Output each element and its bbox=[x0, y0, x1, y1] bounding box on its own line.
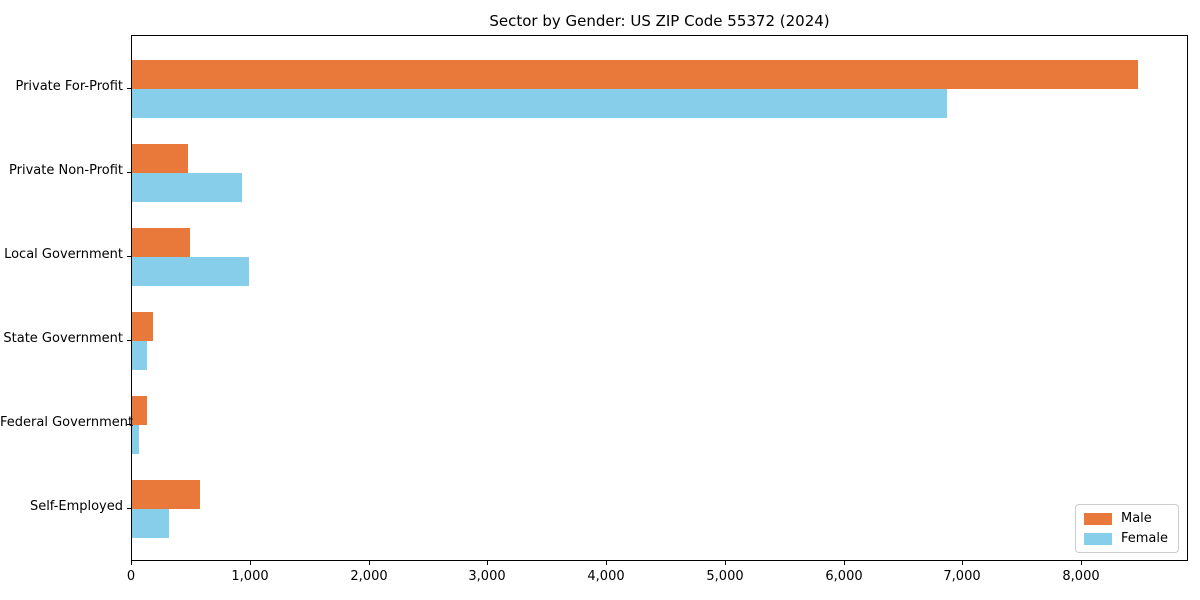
x-tick-2 bbox=[369, 561, 370, 565]
legend-label-male: Male bbox=[1120, 511, 1152, 526]
x-tick-label-7: 7,000 bbox=[943, 569, 981, 584]
x-tick-label-6: 6,000 bbox=[825, 569, 863, 584]
bar-female-0 bbox=[132, 89, 947, 118]
bar-female-4 bbox=[132, 425, 139, 454]
bar-male-1 bbox=[132, 144, 188, 173]
y-tick-5 bbox=[127, 508, 131, 509]
plot-area: Male Female bbox=[131, 35, 1188, 561]
legend-item-male: Male bbox=[1083, 511, 1168, 526]
x-tick-8 bbox=[1081, 561, 1082, 565]
bar-female-2 bbox=[132, 257, 249, 286]
x-tick-7 bbox=[962, 561, 963, 565]
y-tick-4 bbox=[127, 424, 131, 425]
y-tick-1 bbox=[127, 172, 131, 173]
legend: Male Female bbox=[1074, 504, 1179, 553]
x-tick-4 bbox=[606, 561, 607, 565]
bar-female-1 bbox=[132, 173, 242, 202]
bar-male-0 bbox=[132, 60, 1138, 89]
legend-item-female: Female bbox=[1083, 531, 1168, 546]
bar-male-2 bbox=[132, 228, 190, 257]
legend-label-female: Female bbox=[1120, 531, 1168, 546]
x-tick-label-3: 3,000 bbox=[468, 569, 506, 584]
female-swatch-icon bbox=[1083, 532, 1112, 545]
y-tick-2 bbox=[127, 256, 131, 257]
x-tick-0 bbox=[131, 561, 132, 565]
x-tick-label-2: 2,000 bbox=[350, 569, 388, 584]
male-swatch-icon bbox=[1083, 512, 1112, 525]
x-tick-6 bbox=[844, 561, 845, 565]
x-tick-label-0: 0 bbox=[126, 569, 136, 584]
bar-female-5 bbox=[132, 509, 169, 538]
y-tick-label-2: Local Government bbox=[4, 247, 123, 262]
y-tick-label-5: Self-Employed bbox=[29, 499, 123, 514]
x-tick-5 bbox=[725, 561, 726, 565]
x-tick-3 bbox=[487, 561, 488, 565]
y-tick-label-4: Federal Government bbox=[0, 415, 134, 430]
y-tick-3 bbox=[127, 340, 131, 341]
bar-male-4 bbox=[132, 396, 147, 425]
bar-male-5 bbox=[132, 480, 200, 509]
bar-male-3 bbox=[132, 312, 153, 341]
x-tick-label-1: 1,000 bbox=[231, 569, 269, 584]
x-tick-label-5: 5,000 bbox=[706, 569, 744, 584]
bar-female-3 bbox=[132, 341, 147, 370]
x-tick-label-4: 4,000 bbox=[587, 569, 625, 584]
x-tick-1 bbox=[250, 561, 251, 565]
y-tick-label-0: Private For-Profit bbox=[15, 79, 123, 94]
y-tick-0 bbox=[127, 88, 131, 89]
y-tick-label-3: State Government bbox=[3, 331, 123, 346]
y-tick-label-1: Private Non-Profit bbox=[9, 163, 123, 178]
chart-title: Sector by Gender: US ZIP Code 55372 (202… bbox=[489, 12, 830, 30]
x-tick-label-8: 8,000 bbox=[1062, 569, 1100, 584]
